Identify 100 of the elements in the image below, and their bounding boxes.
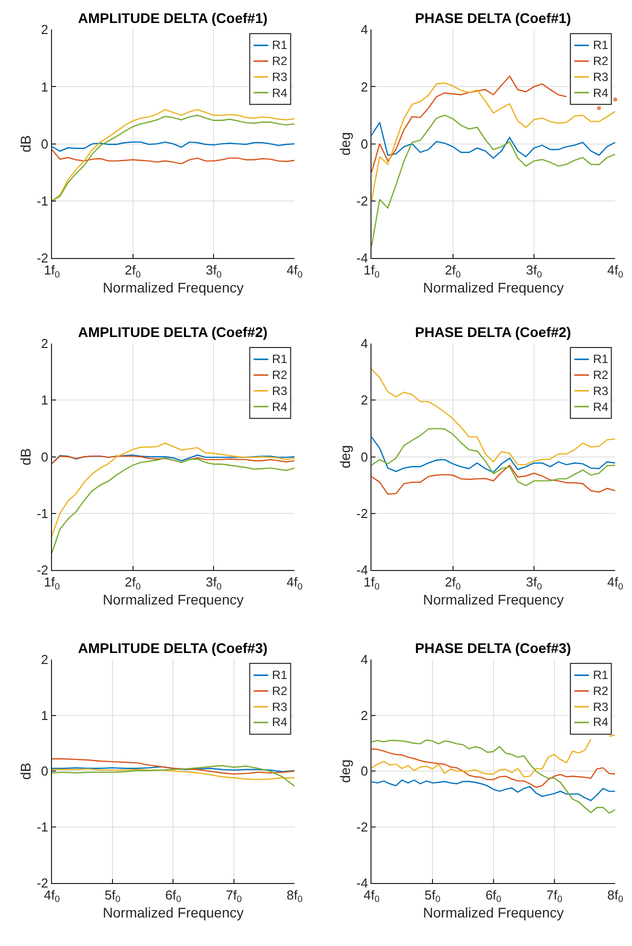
legend-label: R4 — [272, 400, 288, 414]
legend-label: R2 — [272, 684, 288, 698]
y-tick-label: -4 — [356, 562, 368, 578]
chart-title: PHASE DELTA (Coef#1) — [415, 10, 572, 26]
legend-label: R1 — [593, 668, 609, 682]
x-tick-label: 4f$_{0}$ — [286, 574, 303, 592]
line-series — [52, 442, 295, 537]
y-tick-label: 2 — [360, 392, 368, 408]
chart-title: PHASE DELTA (Coef#2) — [415, 324, 572, 340]
x-tick-label: 4f$_{0}$ — [286, 262, 303, 280]
y-tick-label: 2 — [41, 22, 48, 38]
y-axis-title: deg — [336, 445, 353, 468]
legend-label: R2 — [593, 684, 609, 698]
y-axis-title: dB — [17, 135, 34, 152]
y-tick-label: 0 — [360, 449, 368, 464]
line-series — [372, 368, 616, 466]
legend-label: R4 — [593, 715, 609, 729]
x-tick-label: 1f$_{0}$ — [44, 574, 60, 592]
x-axis-title: Normalized Frequency — [102, 280, 244, 296]
legend-label: R4 — [593, 86, 609, 100]
legend-label: R3 — [272, 70, 288, 84]
y-tick-label: 0 — [360, 764, 368, 779]
x-tick-label: 4f$_{0}$ — [607, 262, 624, 280]
line-series — [372, 780, 616, 802]
legend-label: R4 — [272, 715, 288, 729]
legend-label: R2 — [593, 54, 609, 68]
y-tick-label: 0 — [41, 449, 48, 464]
line-series — [52, 148, 295, 164]
legend-label: R3 — [593, 70, 609, 84]
y-tick-label: 4 — [360, 336, 368, 352]
x-axis-title: Normalized Frequency — [422, 904, 564, 921]
x-tick-label: 6f$_{0}$ — [165, 887, 182, 904]
line-series — [52, 765, 295, 787]
y-tick-label: 1 — [41, 79, 48, 94]
legend-label: R1 — [272, 38, 288, 52]
line-series — [372, 114, 616, 248]
legend-label: R2 — [272, 54, 288, 68]
x-tick-label: 2f$_{0}$ — [124, 262, 141, 280]
chart-title: AMPLITUDE DELTA (Coef#2) — [78, 324, 268, 340]
y-tick-label: -2 — [36, 562, 48, 578]
y-tick-label: 0 — [41, 136, 48, 152]
line-series — [372, 436, 616, 473]
y-tick-label: 0 — [41, 764, 48, 779]
line-series — [372, 464, 616, 495]
legend-label: R3 — [593, 384, 609, 398]
chart-title: AMPLITUDE DELTA (Coef#1) — [78, 10, 268, 26]
x-tick-label: 6f$_{0}$ — [485, 887, 502, 904]
x-axis-title: Normalized Frequency — [422, 280, 564, 296]
x-tick-label: 3f$_{0}$ — [206, 574, 222, 592]
legend-label: R2 — [272, 368, 288, 382]
x-tick-label: 2f$_{0}$ — [444, 262, 461, 280]
legend-label: R4 — [593, 400, 609, 414]
y-tick-label: 4 — [360, 22, 368, 38]
x-axis-title: Normalized Frequency — [422, 592, 564, 608]
y-tick-label: 2 — [360, 79, 368, 94]
x-tick-label: 8f$_{0}$ — [607, 887, 624, 904]
x-tick-label: 7f$_{0}$ — [226, 887, 242, 904]
line-series — [372, 82, 616, 202]
y-tick-label: -1 — [36, 506, 48, 521]
line-series — [52, 457, 295, 554]
line-series — [52, 758, 295, 775]
line-series — [52, 141, 295, 152]
x-tick-label: 4f$_{0}$ — [607, 574, 624, 592]
x-tick-label: 2f$_{0}$ — [124, 574, 141, 592]
legend-label: R1 — [593, 352, 609, 366]
chart-title: AMPLITUDE DELTA (Coef#3) — [78, 640, 268, 656]
legend-label: R1 — [272, 668, 288, 682]
legend-label: R2 — [593, 368, 609, 382]
y-tick-label: 1 — [41, 708, 48, 723]
chart-title: PHASE DELTA (Coef#3) — [415, 640, 572, 656]
line-series — [372, 122, 616, 159]
y-tick-label: -2 — [356, 193, 368, 208]
y-tick-label: -2 — [356, 506, 368, 521]
y-axis-title: dB — [17, 762, 34, 780]
x-tick-label: 8f$_{0}$ — [286, 887, 303, 904]
y-tick-label: -2 — [356, 820, 368, 835]
y-tick-label: 2 — [41, 336, 48, 352]
legend-label: R4 — [272, 86, 288, 100]
x-tick-label: 5f$_{0}$ — [104, 887, 120, 904]
line-series — [52, 768, 295, 780]
y-tick-label: 1 — [41, 392, 48, 408]
y-axis-title: dB — [17, 448, 34, 466]
legend-label: R3 — [272, 384, 288, 398]
line-series — [372, 739, 616, 814]
y-tick-label: 2 — [41, 652, 48, 668]
x-tick-label: 7f$_{0}$ — [546, 887, 562, 904]
legend-label: R3 — [593, 700, 609, 714]
y-tick-label: 2 — [360, 708, 368, 723]
line-series — [372, 748, 616, 788]
x-tick-label: 5f$_{0}$ — [424, 887, 440, 904]
y-axis-title: deg — [336, 132, 353, 156]
legend-label: R1 — [593, 38, 609, 52]
y-tick-label: -1 — [36, 193, 48, 208]
x-tick-label: 2f$_{0}$ — [444, 574, 461, 592]
y-tick-label: -1 — [36, 820, 48, 835]
line-series — [372, 428, 616, 486]
x-tick-label: 3f$_{0}$ — [206, 262, 222, 280]
y-tick-label: 4 — [360, 652, 368, 668]
legend-label: R1 — [272, 352, 288, 366]
x-tick-label: 3f$_{0}$ — [526, 574, 542, 592]
